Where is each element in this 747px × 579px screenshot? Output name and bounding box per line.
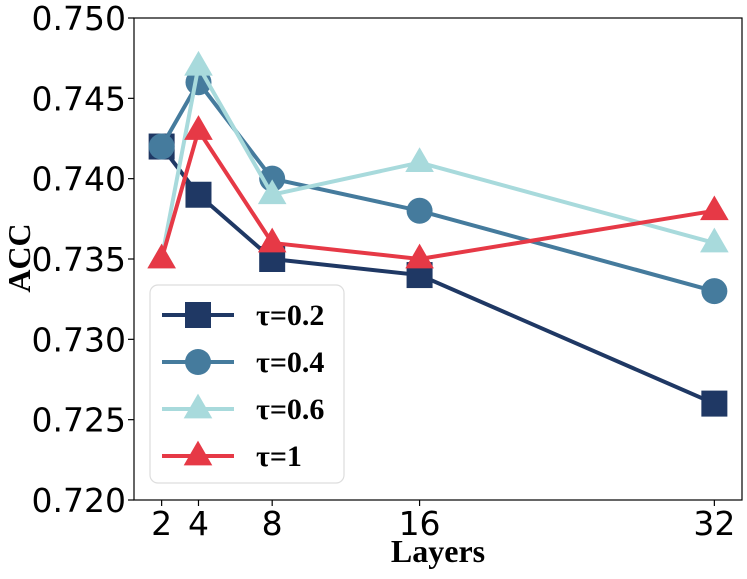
data-point xyxy=(406,197,433,224)
y-tick-label: 0.740 xyxy=(32,160,126,199)
data-point xyxy=(257,227,287,253)
legend-item: τ=1 xyxy=(162,440,302,473)
x-tick-label: 2 xyxy=(151,504,172,543)
y-tick-label: 0.745 xyxy=(32,79,126,118)
data-point xyxy=(700,227,729,253)
series-3 xyxy=(147,50,729,269)
x-tick-label: 8 xyxy=(262,504,283,543)
y-tick-label: 0.750 xyxy=(32,0,126,38)
legend-marker xyxy=(183,440,213,466)
data-point xyxy=(147,243,176,269)
y-tick-label: 0.730 xyxy=(32,320,126,359)
data-point xyxy=(701,390,728,417)
data-point xyxy=(257,179,287,205)
data-point xyxy=(148,133,175,160)
legend-marker xyxy=(185,349,211,375)
legend-marker xyxy=(183,393,213,419)
x-tick-label: 4 xyxy=(188,504,209,543)
x-tick-label: 32 xyxy=(693,504,735,543)
series-line xyxy=(159,64,715,260)
data-point xyxy=(184,50,213,76)
legend-label: τ=0.6 xyxy=(256,393,324,426)
series-group xyxy=(147,50,729,417)
data-point xyxy=(700,195,729,221)
legend: τ=0.2 τ=0.4 τ=0.6 τ=1 xyxy=(149,284,345,484)
series-4 xyxy=(147,115,729,269)
y-tick-label: 0.720 xyxy=(32,481,126,520)
legend-item: τ=0.4 xyxy=(162,346,324,379)
x-tick-label: 16 xyxy=(399,504,441,543)
data-point xyxy=(405,243,434,269)
legend-label: τ=1 xyxy=(256,440,302,473)
axes: 0.720 0.725 0.730 0.735 0.740 0.745 0.750 2 4 8 16… xyxy=(32,0,743,543)
series-line xyxy=(159,80,715,294)
legend-item: τ=0.6 xyxy=(162,393,324,426)
y-axis-title: ACC xyxy=(1,223,37,292)
x-axis-title: Layers xyxy=(391,533,485,569)
legend-label: τ=0.2 xyxy=(256,299,324,332)
legend-box xyxy=(149,284,345,484)
y-tick-label: 0.725 xyxy=(32,401,126,440)
data-point xyxy=(184,115,213,140)
legend-label: τ=0.4 xyxy=(256,346,324,379)
legend-marker xyxy=(185,302,211,328)
data-point xyxy=(701,278,728,305)
data-point xyxy=(405,147,434,172)
y-tick-label: 0.735 xyxy=(32,240,126,279)
legend-item: τ=0.2 xyxy=(162,299,324,332)
data-point xyxy=(185,181,212,208)
